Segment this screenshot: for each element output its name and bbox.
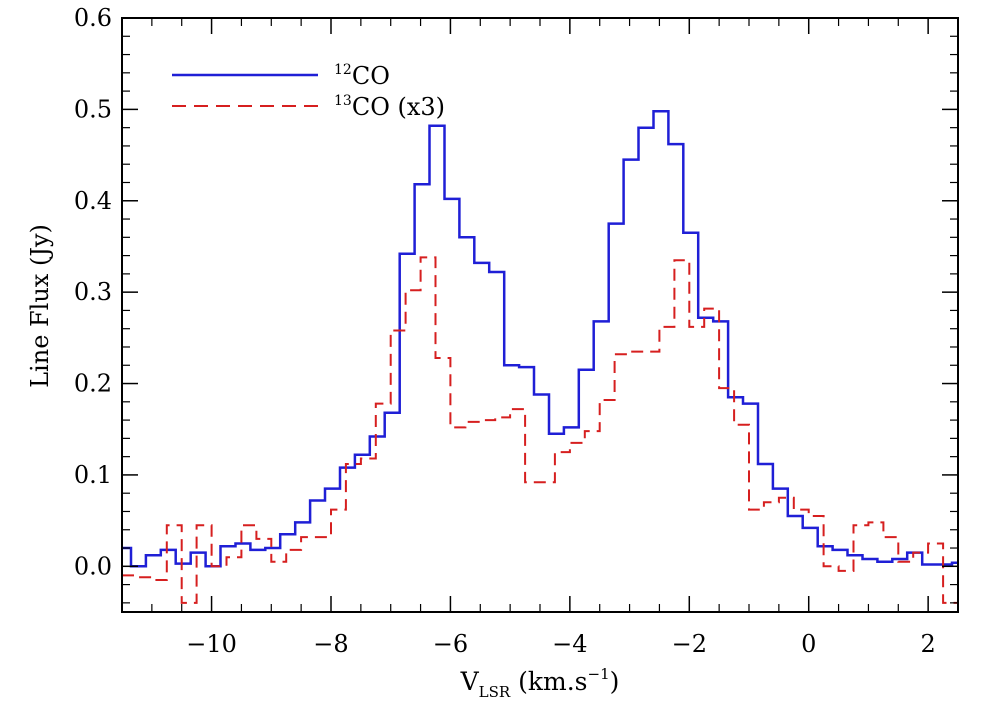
y-tick-label: 0.5 bbox=[74, 95, 112, 123]
x-axis-label-main: V bbox=[460, 667, 480, 696]
y-tick-label: 0.2 bbox=[74, 370, 112, 398]
x-tick-label: −2 bbox=[672, 630, 707, 658]
x-tick-label: 2 bbox=[921, 630, 936, 658]
x-tick-label: −6 bbox=[433, 630, 468, 658]
x-axis-label-exponent: −1 bbox=[588, 665, 610, 683]
legend-label-13co-sup: 13 bbox=[334, 93, 352, 109]
x-tick-label: 0 bbox=[801, 630, 816, 658]
legend-label-13co-suffix: (x3) bbox=[390, 93, 445, 121]
legend-label-12co-name: CO bbox=[352, 62, 390, 90]
legend-label-13co-name: CO bbox=[352, 93, 390, 121]
plot-frame bbox=[121, 17, 959, 613]
y-tick-label: 0.6 bbox=[74, 4, 112, 32]
x-tick-label: −10 bbox=[186, 630, 237, 658]
y-tick-label: 0.0 bbox=[74, 552, 112, 580]
x-tick-label: −8 bbox=[313, 630, 348, 658]
y-tick-label: 0.3 bbox=[74, 278, 112, 306]
legend-label-12co: 12CO bbox=[334, 62, 390, 90]
y-tick-label: 0.1 bbox=[74, 461, 112, 489]
x-axis-label: VLSR (km.s−1) bbox=[460, 665, 620, 701]
x-tick-label: −4 bbox=[552, 630, 587, 658]
x-axis-label-subscript: LSR bbox=[479, 683, 511, 701]
x-axis-label-units: (km.s bbox=[510, 667, 587, 696]
y-tick-label: 0.4 bbox=[74, 187, 112, 215]
legend: 12CO 13CO (x3) bbox=[172, 62, 445, 121]
axis-ticks bbox=[121, 17, 959, 612]
series-line-13co bbox=[122, 256, 958, 604]
legend-label-12co-sup: 12 bbox=[334, 62, 352, 78]
series-line-12co bbox=[122, 109, 958, 568]
legend-label-13co: 13CO (x3) bbox=[334, 93, 445, 121]
y-axis-label: Line Flux (Jy) bbox=[26, 224, 54, 388]
axis-tick-labels: −10 −8 −6 −4 −2 0 2 0.0 0.1 0.2 0.3 0.4 0.5 0.6 bbox=[74, 4, 936, 658]
series-layer bbox=[122, 109, 958, 604]
x-axis-label-close: ) bbox=[610, 667, 620, 696]
